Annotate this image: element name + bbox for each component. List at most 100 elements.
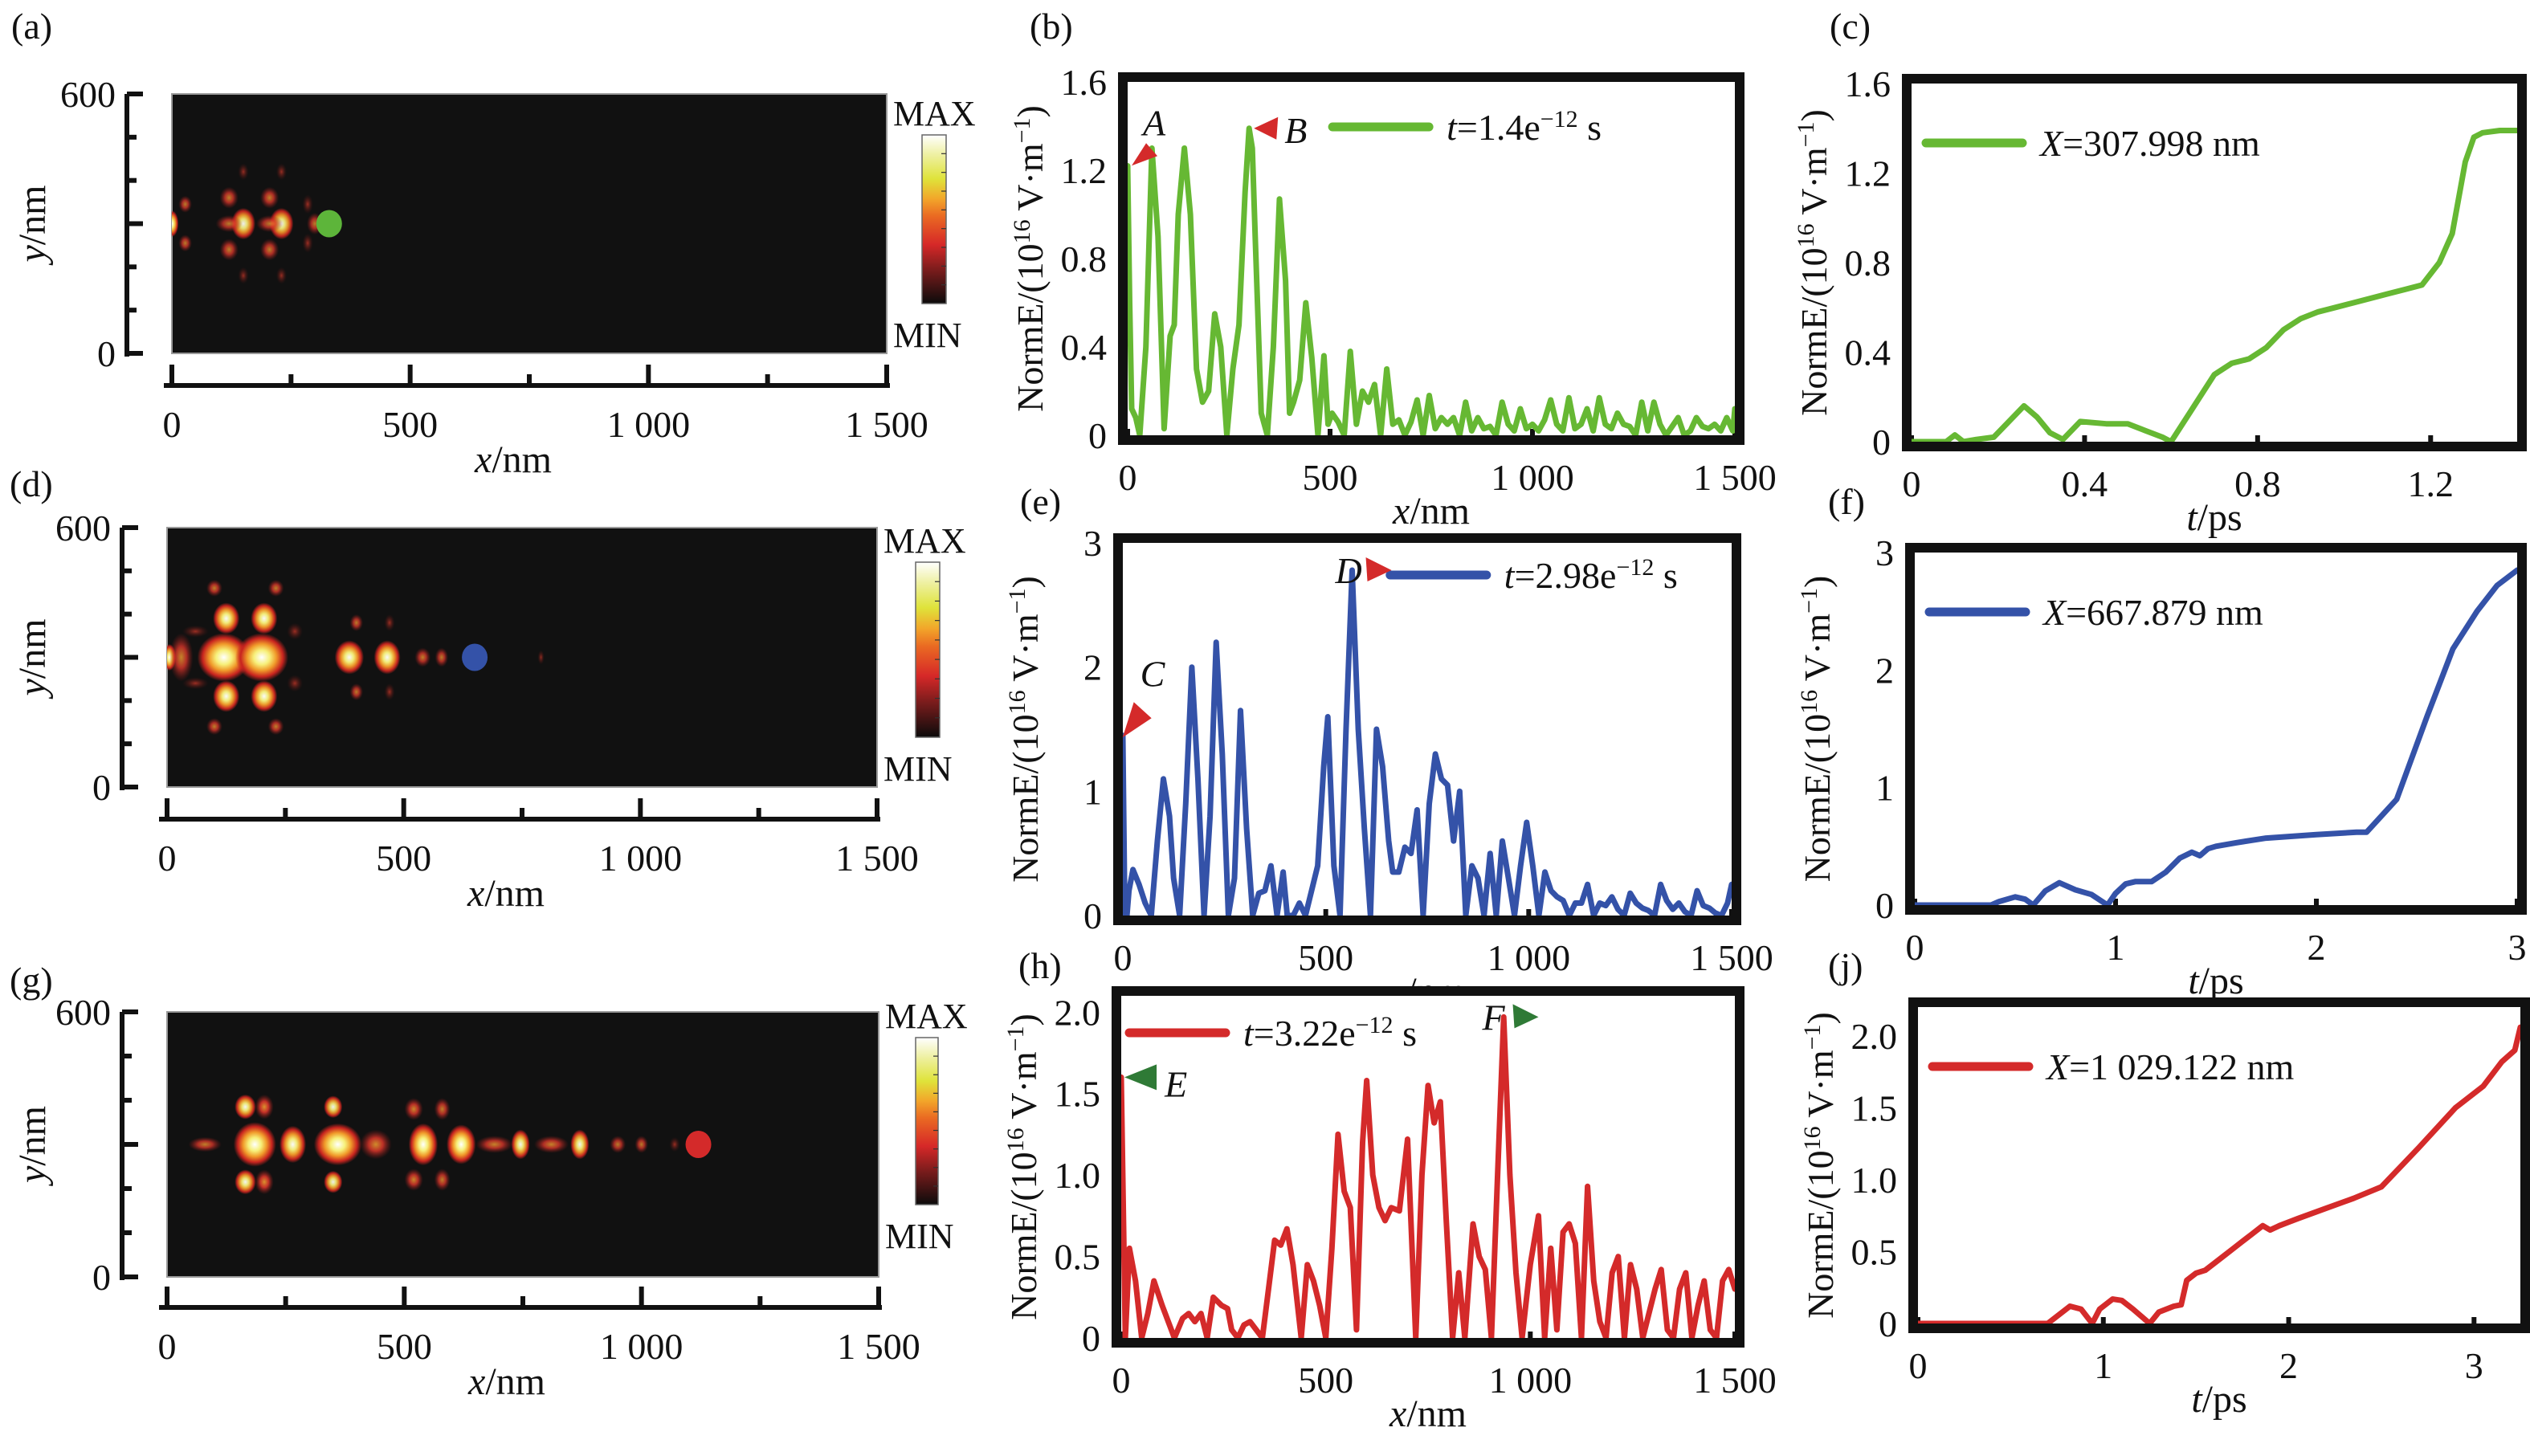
field-hotspot bbox=[251, 680, 278, 712]
x-tick-label: 0 bbox=[1903, 463, 1921, 504]
panel-f: (f) 0 1 2 3 0 1 2 3 t/ps NormE/(1016 V·m−1) X=667.8… bbox=[1796, 481, 2527, 1002]
field-hotspot bbox=[313, 1123, 362, 1166]
field-hotspot bbox=[238, 163, 249, 181]
field-hotspot bbox=[279, 1125, 307, 1164]
colorbar-max-label: MAX bbox=[885, 997, 968, 1036]
x-tick-label: 1 500 bbox=[1693, 1360, 1777, 1401]
field-hotspot bbox=[349, 683, 363, 701]
x-tick-label: 0.4 bbox=[2062, 463, 2108, 504]
y-tick-label: 1.0 bbox=[1851, 1160, 1898, 1201]
field-hotspot bbox=[267, 718, 284, 736]
legend: X=307.998 nm bbox=[1921, 123, 2260, 164]
field-hotspot bbox=[233, 1122, 276, 1167]
y-tick-label: 0 bbox=[92, 1257, 111, 1298]
field-hotspot bbox=[197, 633, 251, 682]
field-hotspot bbox=[384, 683, 395, 701]
x-tick-label: 1 000 bbox=[600, 1326, 684, 1367]
x-tick-label: 1.2 bbox=[2408, 463, 2455, 504]
y-tick-label: 0.5 bbox=[1851, 1231, 1898, 1272]
y-axis-title: NormE/(1016 V·m−1) bbox=[1793, 109, 1835, 416]
x-axis-title: x/nm bbox=[467, 1360, 545, 1403]
x-tick-label: 0 bbox=[1119, 457, 1137, 498]
x-tick-label: 2 bbox=[2308, 927, 2326, 968]
field-hotspot bbox=[511, 1129, 530, 1160]
peak-label-a: A bbox=[1141, 102, 1166, 143]
x-tick-label: 1 000 bbox=[1489, 1360, 1573, 1401]
field-hotspot bbox=[255, 1169, 274, 1195]
legend: t=3.22e−12 s bbox=[1124, 1012, 1417, 1054]
panel-label: (c) bbox=[1830, 6, 1871, 47]
colorbar-min-label: MIN bbox=[893, 316, 962, 355]
field-hotspot bbox=[235, 1169, 256, 1195]
field-hotspot bbox=[302, 233, 313, 253]
legend-label: t=3.22e−12 s bbox=[1243, 1012, 1417, 1054]
x-tick-label: 1 500 bbox=[837, 1326, 920, 1367]
field-hotspot bbox=[404, 1098, 423, 1120]
peak-label-e: E bbox=[1164, 1063, 1187, 1104]
x-axis-title: t/ps bbox=[2186, 496, 2242, 539]
y-tick-label: 0 bbox=[1088, 415, 1107, 456]
field-hotspot bbox=[260, 186, 280, 209]
y-tick-label: 600 bbox=[60, 74, 116, 115]
panel-e: (e) 0 1 2 3 0 500 1 000 1 500 x/nm NormE/(1016 V·m… bbox=[1004, 481, 1773, 1013]
field-hotspot bbox=[255, 1094, 274, 1120]
y-tick-label: 0 bbox=[1083, 895, 1102, 936]
plot-frame bbox=[1112, 986, 1744, 1348]
y-tick-label: 600 bbox=[55, 508, 111, 549]
field-hotspot bbox=[188, 1136, 222, 1152]
x-tick-label: 3 bbox=[2508, 927, 2527, 968]
field-hotspot bbox=[349, 614, 363, 631]
y-axis-title: y/nm bbox=[11, 1106, 54, 1187]
legend: t=2.98e−12 s bbox=[1385, 554, 1678, 596]
field-hotspot bbox=[213, 680, 240, 712]
field-hotspot bbox=[475, 1136, 513, 1153]
field-hotspot bbox=[610, 1136, 626, 1153]
panel-c: (c) 0 0.4 0.8 1.2 1.6 0 0.4 0.8 1.2 t/ps NormE/(101… bbox=[1793, 6, 2527, 539]
y-tick-label: 0 bbox=[1082, 1318, 1100, 1359]
x-tick-label: 500 bbox=[382, 404, 438, 445]
x-tick-label: 1 500 bbox=[835, 838, 919, 879]
field-hotspots bbox=[167, 579, 545, 736]
x-tick-label: 500 bbox=[376, 838, 431, 879]
peak-marker-d bbox=[1365, 557, 1392, 582]
field-hotspot bbox=[373, 640, 401, 675]
y-tick-label: 0.8 bbox=[1061, 239, 1108, 279]
y-tick-label: 3 bbox=[1083, 523, 1102, 564]
x-tick-label: 1 000 bbox=[1491, 457, 1574, 498]
x-tick-label: 1 000 bbox=[1487, 937, 1571, 978]
y-tick-label: 1.6 bbox=[1845, 63, 1891, 104]
field-hotspot bbox=[172, 210, 179, 238]
field-hotspot bbox=[360, 1129, 392, 1160]
legend-label: X=1 029.122 nm bbox=[2045, 1046, 2295, 1087]
colorbar bbox=[915, 1037, 939, 1205]
x-tick-label: 1 000 bbox=[599, 838, 683, 879]
y-axis-title: NormE/(1016 V·m−1) bbox=[1004, 576, 1047, 883]
field-hotspot bbox=[219, 186, 239, 209]
field-hotspot bbox=[178, 235, 192, 252]
field-hotspot bbox=[169, 633, 194, 682]
x-tick-label: 500 bbox=[1303, 457, 1358, 498]
legend-label: X=667.879 nm bbox=[2042, 592, 2263, 633]
field-hotspot bbox=[256, 214, 284, 233]
panel-j: (j) 0 0.5 1.0 1.5 2.0 0 1 2 3 t/ps NormE/(1016 V·m−… bbox=[1799, 945, 2530, 1421]
field-hotspot bbox=[435, 647, 449, 667]
y-tick-label: 0 bbox=[1872, 422, 1891, 463]
field-hotspot bbox=[206, 718, 222, 736]
colorbar-max-label: MAX bbox=[883, 521, 966, 561]
x-tick-label: 1 bbox=[2094, 1345, 2112, 1386]
colorbar bbox=[915, 561, 941, 738]
panel-label: (d) bbox=[10, 463, 53, 504]
field-hotspot bbox=[260, 239, 280, 261]
colorbar-max-label: MAX bbox=[893, 94, 976, 133]
x-tick-label: 0 bbox=[1114, 937, 1132, 978]
field-hotspot bbox=[219, 239, 239, 261]
y-axis-title: NormE/(1016 V·m−1) bbox=[1009, 105, 1051, 412]
y-tick-label: 0 bbox=[92, 767, 111, 808]
field-hotspot bbox=[215, 214, 243, 233]
legend-label: X=307.998 nm bbox=[2038, 123, 2260, 164]
position-marker bbox=[462, 643, 488, 671]
field-hotspot bbox=[275, 267, 288, 284]
series-line bbox=[1912, 128, 2517, 442]
y-axis-title: y/nm bbox=[11, 186, 54, 267]
